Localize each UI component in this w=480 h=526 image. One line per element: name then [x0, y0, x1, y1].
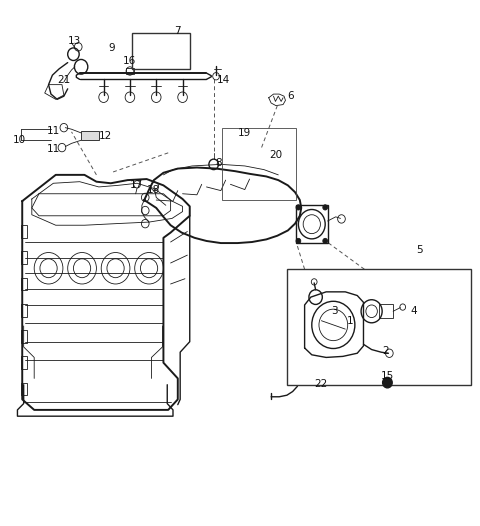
Circle shape [323, 205, 327, 210]
Bar [21, 382, 27, 395]
Text: 7: 7 [174, 26, 181, 36]
Text: 15: 15 [381, 371, 394, 381]
Bar [81, 131, 99, 140]
Bar [132, 33, 190, 69]
Bar [297, 205, 327, 243]
Text: 19: 19 [238, 128, 252, 138]
Text: 2: 2 [383, 346, 389, 356]
Text: 6: 6 [287, 91, 294, 101]
Bar [21, 251, 27, 264]
Text: 10: 10 [12, 135, 25, 145]
Text: 8: 8 [216, 158, 222, 168]
Text: 17: 17 [130, 180, 143, 190]
Bar [126, 68, 134, 74]
Circle shape [296, 238, 301, 244]
Circle shape [296, 205, 301, 210]
Text: 1: 1 [347, 316, 353, 326]
Text: 16: 16 [122, 56, 135, 66]
Text: 22: 22 [315, 379, 328, 389]
Text: 14: 14 [216, 75, 230, 85]
Text: 4: 4 [410, 306, 417, 316]
Text: 12: 12 [98, 131, 112, 141]
Circle shape [383, 377, 392, 388]
Text: 3: 3 [332, 306, 338, 316]
Bar [21, 357, 27, 369]
Text: 20: 20 [269, 150, 282, 160]
Bar [21, 304, 27, 317]
Text: 21: 21 [57, 75, 71, 85]
Bar [379, 305, 393, 318]
Bar [21, 278, 27, 290]
Bar [21, 330, 27, 343]
Text: 13: 13 [68, 36, 82, 46]
Text: 9: 9 [108, 43, 115, 53]
Text: 5: 5 [416, 245, 423, 255]
Text: 11: 11 [47, 144, 60, 154]
Text: 18: 18 [147, 185, 160, 195]
Bar [222, 128, 296, 200]
Circle shape [323, 238, 327, 244]
Text: 11: 11 [47, 126, 60, 136]
Bar [21, 225, 27, 238]
Bar [287, 269, 471, 385]
